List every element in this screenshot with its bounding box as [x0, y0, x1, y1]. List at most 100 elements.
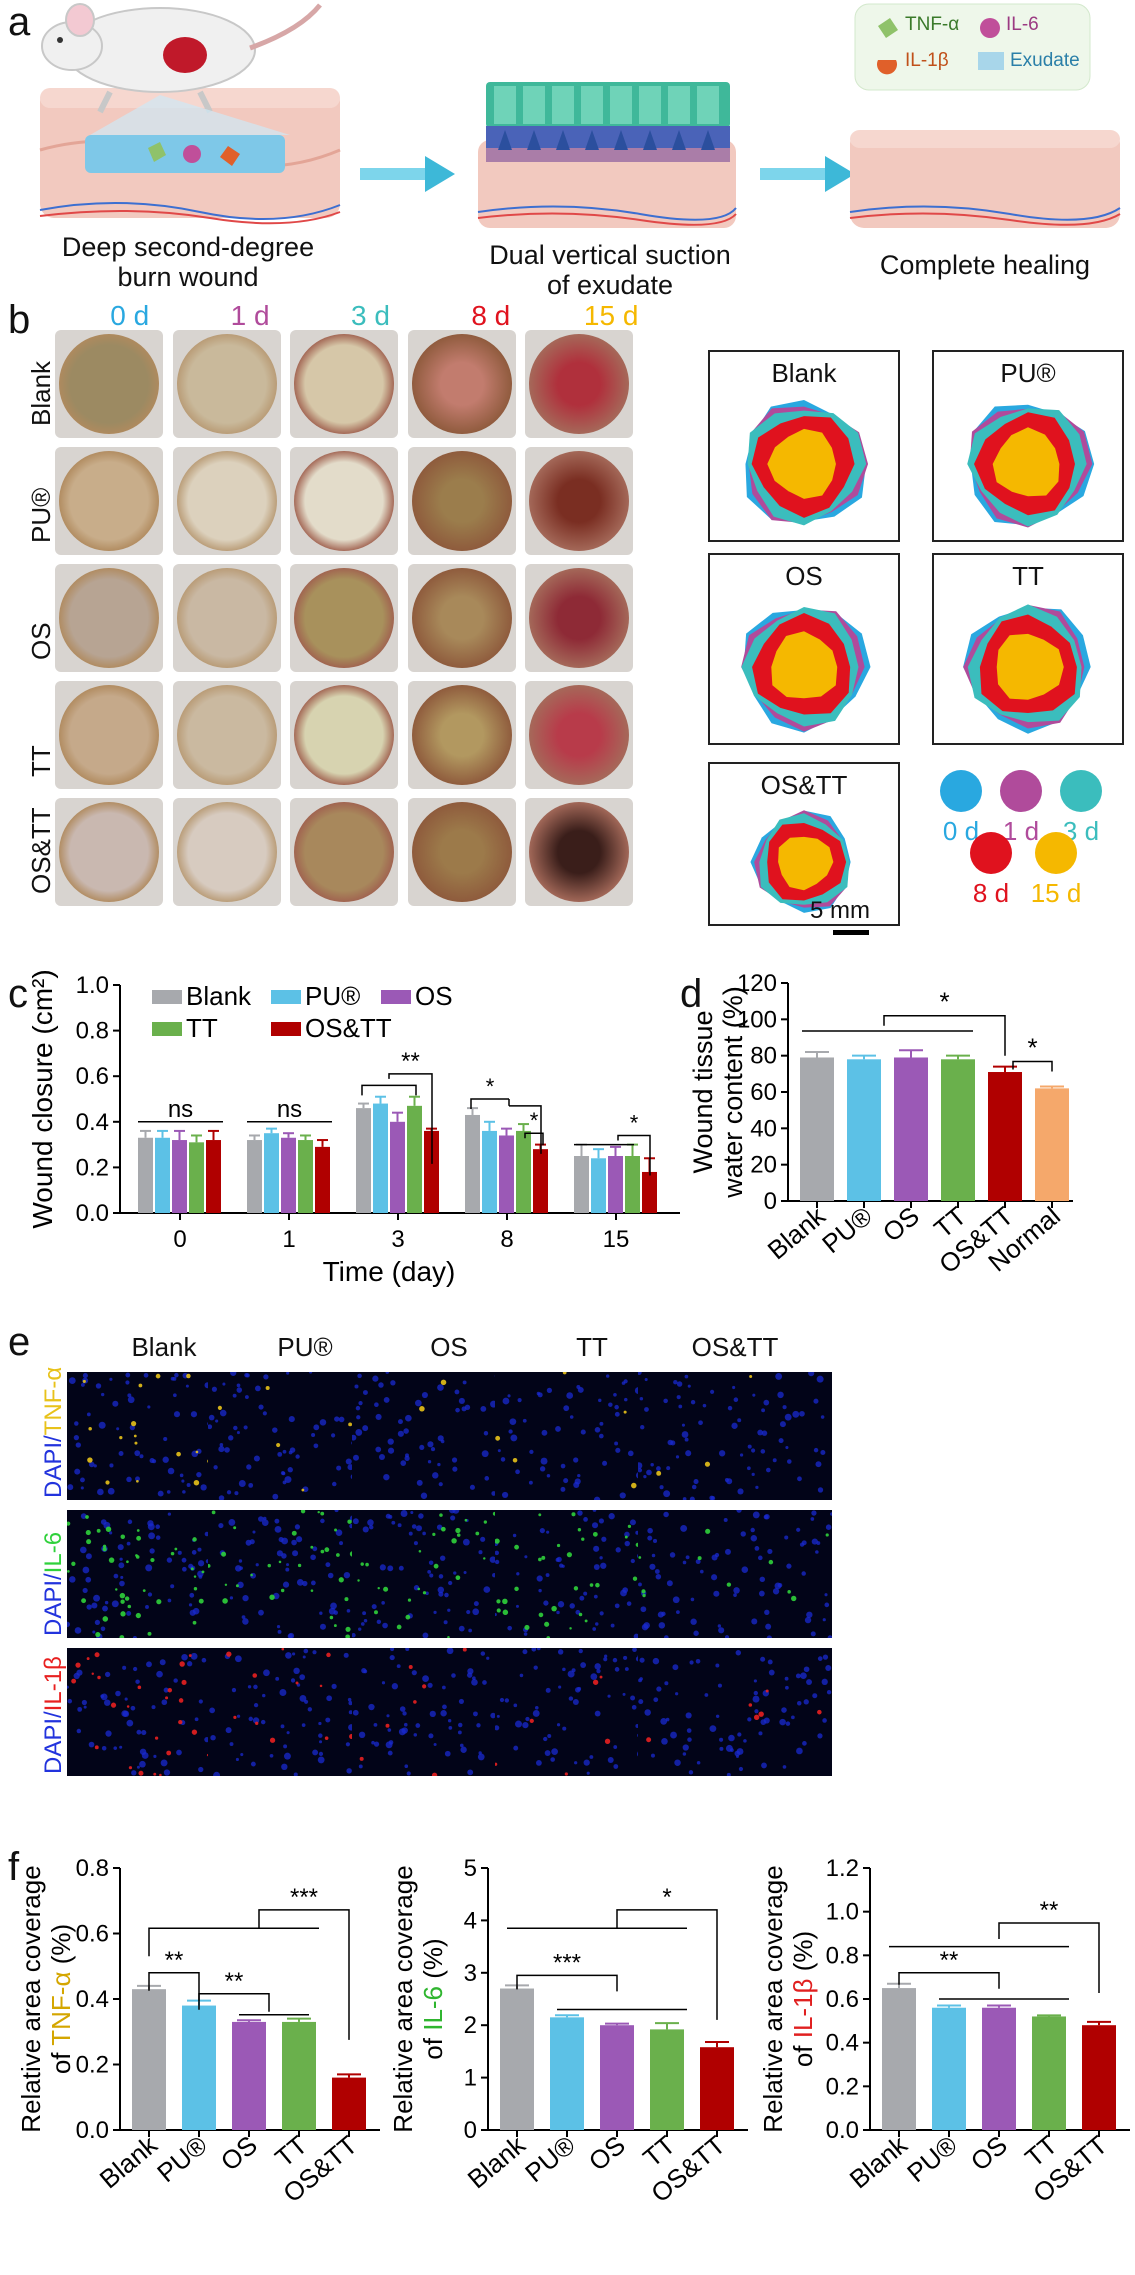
nucleus: [750, 1527, 755, 1533]
marker-signal: [280, 1588, 285, 1593]
fluo-column-header: Blank: [131, 1332, 197, 1362]
nucleus: [813, 1398, 819, 1404]
panel-a-legend: [854, 3, 1091, 91]
wound-outline-4: [771, 631, 838, 699]
nucleus: [489, 1556, 497, 1563]
marker-signal: [102, 1544, 107, 1548]
nucleus: [495, 1550, 500, 1556]
nucleus: [536, 1648, 541, 1651]
nucleus: [490, 1712, 496, 1719]
nucleus: [763, 1399, 770, 1406]
nucleus: [236, 1383, 241, 1388]
marker-signal: [86, 1657, 90, 1661]
marker-signal: [514, 1544, 520, 1550]
nucleus: [91, 1602, 98, 1609]
nucleus: [497, 1449, 501, 1453]
nucleus: [655, 1573, 662, 1580]
nucleus: [224, 1447, 230, 1453]
nucleus: [786, 1459, 792, 1464]
wound-outline-4: [767, 428, 836, 499]
marker-signal: [495, 1538, 500, 1544]
nucleus: [69, 1576, 76, 1583]
nucleus: [575, 1687, 581, 1693]
fluo-row-label: DAPI/TNF-α: [40, 1367, 68, 1498]
marker-signal: [336, 1553, 340, 1557]
dressing-column: [581, 86, 603, 124]
nucleus: [681, 1423, 685, 1427]
nucleus: [612, 1657, 618, 1663]
marker-signal: [181, 1679, 187, 1686]
suction-arrow-icon: [701, 130, 715, 150]
wound-ring: [59, 451, 159, 551]
marker-signal: [86, 1539, 92, 1545]
nucleus: [83, 1705, 87, 1709]
nucleus: [375, 1446, 382, 1453]
nucleus: [796, 1527, 801, 1532]
nucleus: [400, 1510, 408, 1517]
nucleus: [647, 1527, 653, 1534]
fluorescence-svg: [638, 1650, 832, 1776]
nucleus: [672, 1664, 679, 1671]
marker-signal: [186, 1373, 191, 1379]
marker-signal: [584, 1619, 588, 1623]
marker-signal: [105, 1480, 110, 1485]
day-dot: [1060, 770, 1102, 812]
nucleus: [665, 1717, 670, 1722]
nucleus: [222, 1382, 226, 1386]
day-dot-label: 8 d: [972, 878, 1010, 908]
nucleus: [777, 1391, 784, 1399]
nucleus: [75, 1442, 81, 1448]
wound-ring: [176, 802, 277, 902]
nucleus: [218, 1495, 225, 1500]
nucleus: [600, 1562, 607, 1569]
nucleus: [522, 1721, 529, 1729]
nucleus: [286, 1731, 290, 1735]
nucleus: [546, 1474, 551, 1478]
nucleus: [117, 1544, 124, 1551]
y-axis-label-line1: Relative area coverage: [390, 1865, 418, 2132]
wound-ring: [176, 685, 277, 785]
nucleus: [719, 1746, 724, 1751]
nucleus: [397, 1523, 402, 1528]
marker-signal: [295, 1681, 299, 1685]
nucleus: [601, 1536, 607, 1542]
bar: [533, 1149, 548, 1213]
nucleus: [243, 1425, 248, 1430]
y-axis-label-line1: Relative area coverage: [16, 1865, 46, 2132]
marker-signal: [592, 1531, 598, 1537]
nucleus: [327, 1572, 334, 1579]
marker-signal: [529, 1718, 534, 1723]
marker-signal: [131, 1421, 137, 1427]
marker-signal: [749, 1374, 753, 1378]
nucleus: [396, 1664, 401, 1669]
significance-bracket: [898, 1972, 1000, 1989]
nucleus: [134, 1450, 141, 1457]
significance-label: *: [662, 1884, 671, 1911]
marker-signal: [345, 1626, 351, 1632]
nucleus: [80, 1382, 85, 1387]
nucleus: [804, 1616, 812, 1624]
nucleus: [141, 1730, 147, 1736]
bar: [298, 1140, 313, 1213]
nucleus: [822, 1618, 826, 1622]
y-axis-label-line2: water content (%): [718, 986, 748, 1199]
nucleus: [85, 1553, 92, 1560]
step2-line2: of exudate: [546, 270, 674, 300]
nucleus: [495, 1559, 500, 1565]
nucleus: [608, 1513, 615, 1520]
nucleus: [660, 1717, 668, 1725]
group-label: OS&TT: [26, 807, 56, 894]
nucleus: [446, 1648, 454, 1655]
nucleus: [155, 1524, 160, 1529]
nucleus: [334, 1510, 339, 1513]
marker-signal: [115, 1588, 118, 1591]
nucleus: [352, 1434, 357, 1441]
nucleus: [163, 1436, 168, 1442]
marker-signal: [278, 1560, 282, 1564]
marker-signal: [357, 1579, 360, 1582]
nucleus: [213, 1465, 218, 1470]
photo-scalebar: [605, 934, 645, 939]
marker-signal: [154, 1736, 159, 1740]
nucleus: [690, 1399, 696, 1405]
nucleus: [547, 1734, 552, 1739]
